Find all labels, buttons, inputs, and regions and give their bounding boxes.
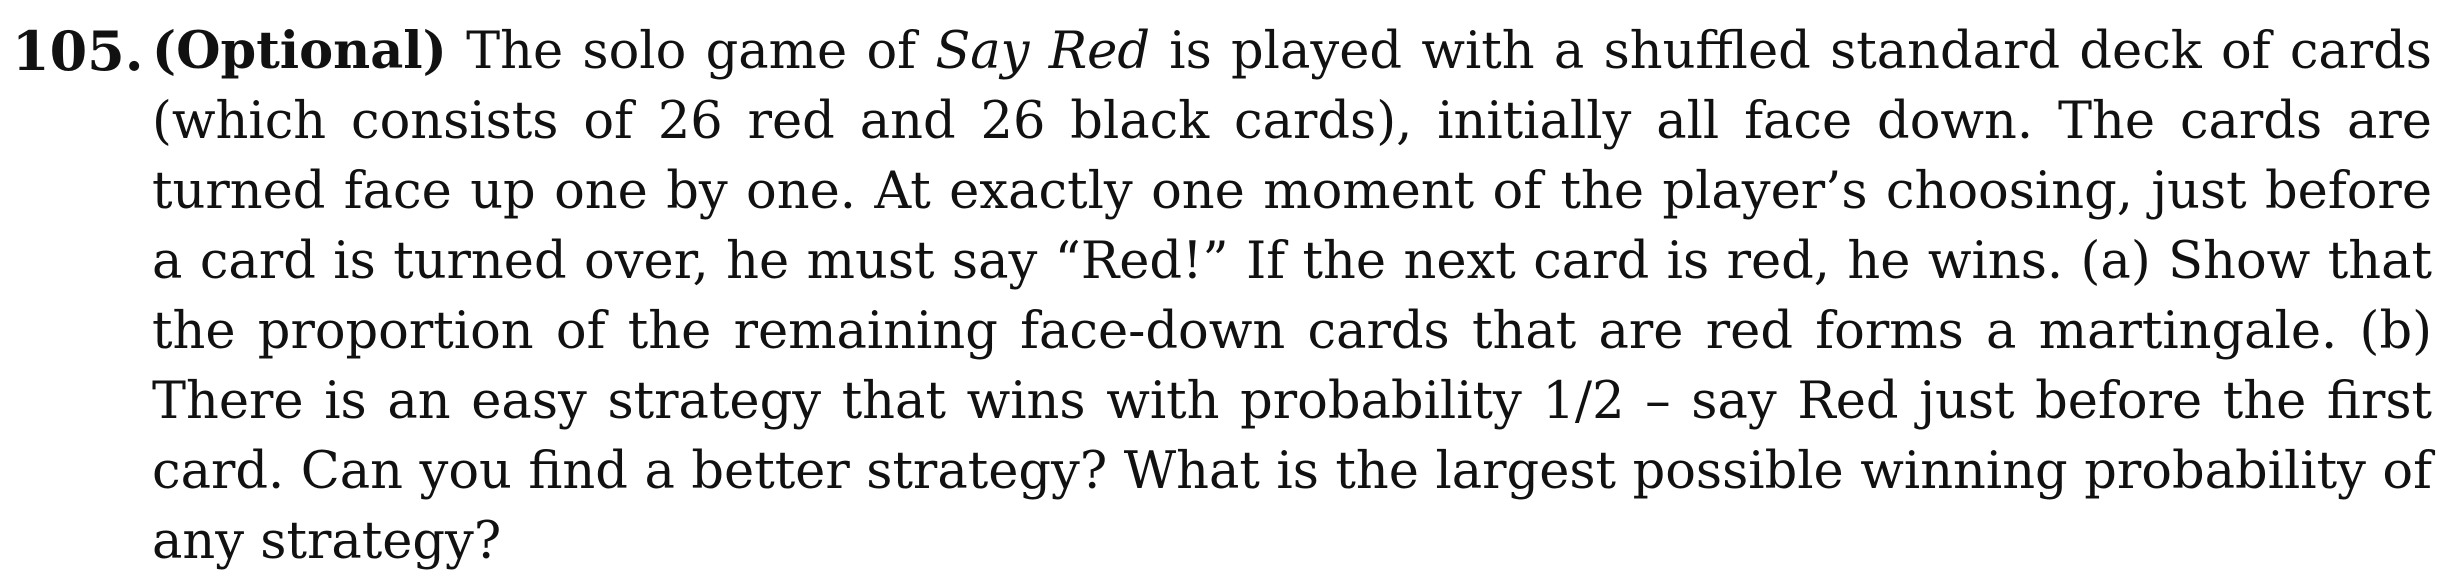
problem-text-main: is played with a shuffled standard deck … — [152, 22, 2432, 571]
problem-105: 105. (Optional) The solo game of Say Red… — [12, 16, 2432, 577]
problem-number: 105. — [12, 19, 144, 83]
optional-label: (Optional) — [152, 21, 447, 81]
problem-statement: (Optional) The solo game of Say Red is p… — [152, 16, 2432, 577]
game-title: Say Red — [935, 22, 1150, 81]
problem-text-intro: The solo game of — [446, 22, 936, 81]
